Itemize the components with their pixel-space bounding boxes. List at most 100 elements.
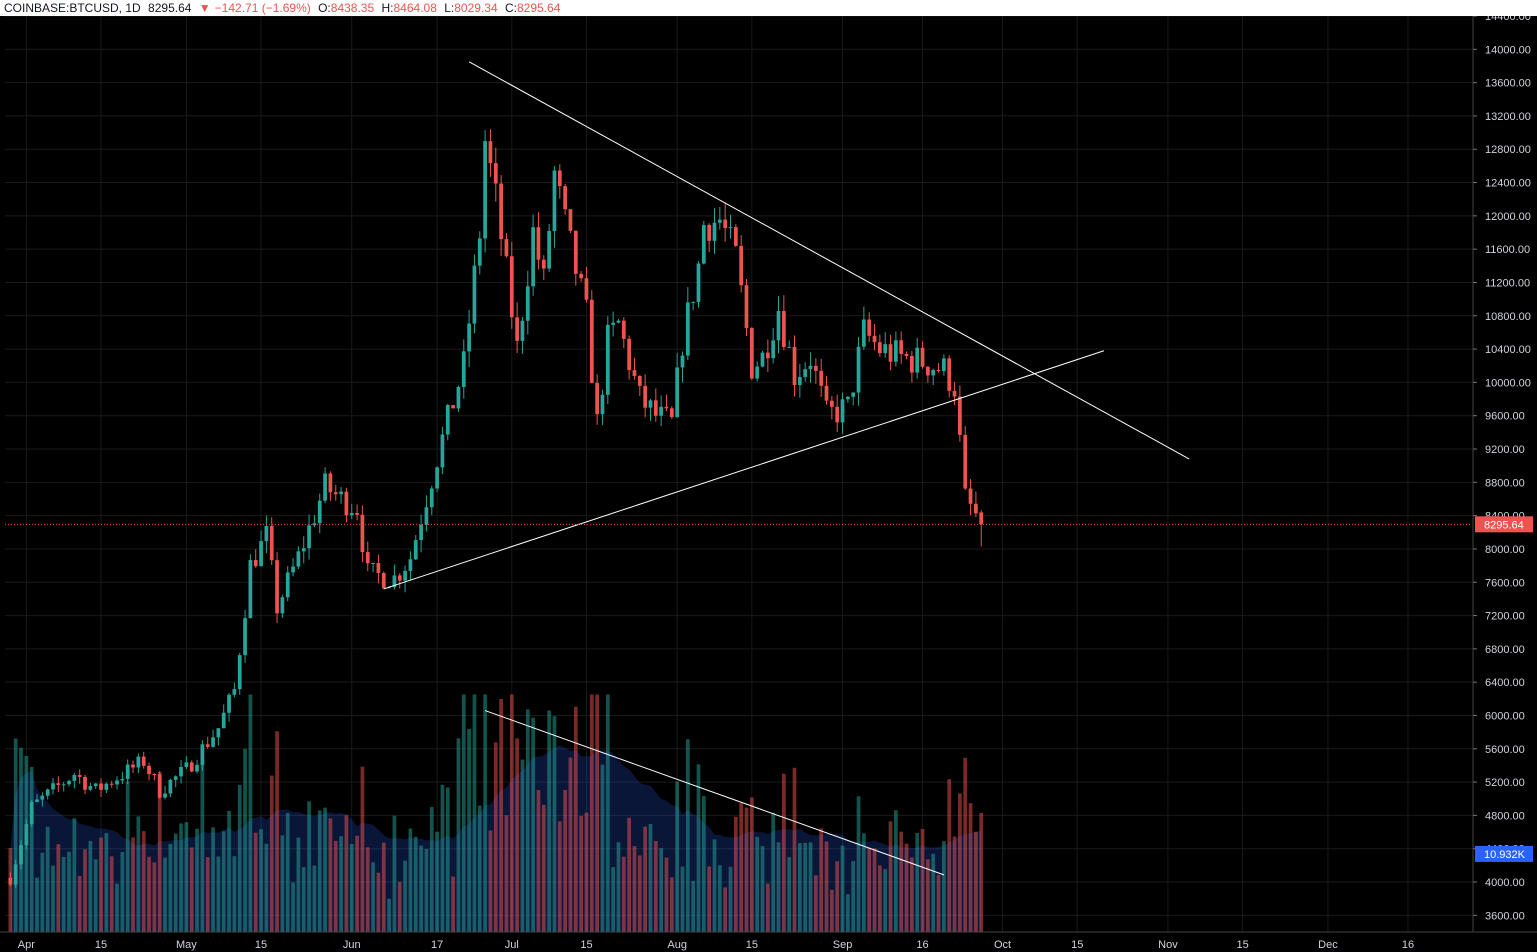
- candle-body: [856, 346, 861, 393]
- candle: [200, 740, 205, 771]
- candle: [883, 332, 888, 358]
- candle-body: [211, 737, 215, 747]
- candle: [168, 778, 173, 798]
- trendlines[interactable]: [383, 61, 1190, 876]
- volume-bar: [632, 846, 637, 932]
- candle-body: [88, 786, 93, 790]
- open-value: 8438.35: [330, 1, 375, 15]
- volume-bar: [552, 716, 557, 932]
- volume-bar: [835, 861, 840, 932]
- candle-body: [525, 286, 530, 321]
- candle-body: [371, 563, 375, 565]
- candle: [61, 781, 66, 792]
- candle: [24, 819, 29, 850]
- candle: [131, 760, 135, 774]
- volume-bar: [696, 764, 701, 932]
- volume-bar: [547, 710, 551, 932]
- candle: [877, 334, 882, 357]
- candle: [904, 351, 909, 360]
- trendline: [484, 710, 945, 876]
- candle-body: [749, 328, 754, 379]
- candle: [509, 241, 514, 329]
- candle: [435, 466, 439, 493]
- candle-body: [424, 507, 429, 525]
- candle: [115, 776, 119, 790]
- candle-body: [589, 299, 594, 383]
- candle: [77, 769, 82, 784]
- candle: [744, 279, 749, 336]
- candle-body: [968, 488, 973, 504]
- high-label: H:: [381, 1, 394, 15]
- candle: [952, 381, 957, 406]
- candle-body: [910, 356, 914, 373]
- candle-body: [653, 400, 658, 416]
- candle-body: [888, 344, 893, 362]
- price-axis[interactable]: 3600.004000.004400.004800.005200.005600.…: [1472, 16, 1533, 932]
- volume-bar: [942, 841, 946, 932]
- candle: [88, 782, 93, 792]
- candle: [371, 562, 375, 573]
- volume-bar: [19, 747, 23, 932]
- candle: [104, 782, 109, 794]
- candle-body: [707, 224, 712, 241]
- candle-body: [520, 320, 525, 341]
- candle: [696, 261, 701, 308]
- candle-body: [499, 183, 503, 240]
- volume-bar: [813, 875, 818, 932]
- candle: [547, 223, 551, 272]
- symbol-name[interactable]: COINBASE:BTCUSD, 1D: [4, 1, 141, 15]
- volume-bar: [349, 844, 354, 932]
- candle-body: [264, 526, 269, 542]
- volume-bar: [755, 836, 760, 932]
- candle: [845, 396, 850, 403]
- price-change: −142.71 (−1.69%): [214, 1, 311, 15]
- candle: [136, 753, 141, 774]
- volume-bar: [648, 824, 653, 932]
- candle: [99, 778, 103, 797]
- candle: [824, 375, 829, 405]
- volume-bar: [296, 837, 301, 932]
- volume-bar: [819, 828, 824, 932]
- candle: [253, 549, 258, 568]
- candle-body: [504, 239, 509, 257]
- candle: [397, 573, 402, 589]
- volume-bar: [589, 694, 594, 932]
- volume-bar: [910, 857, 914, 932]
- candle-body: [600, 394, 605, 415]
- candle: [813, 358, 818, 384]
- candle-body: [168, 779, 173, 794]
- volume-bar: [440, 784, 445, 932]
- candle-body: [872, 335, 877, 343]
- candle: [280, 594, 285, 618]
- time-axis[interactable]: Apr 15 May 15 Jun 17 Jul 15 Aug 15 Sep 16 Oct 15 Nov 15…: [0, 931, 1537, 951]
- candle-body: [35, 799, 39, 802]
- volume-bar: [733, 816, 738, 932]
- candle-body: [152, 774, 157, 776]
- candle-body: [115, 780, 119, 785]
- candle: [616, 319, 621, 324]
- price-chart[interactable]: 3600.004000.004400.004800.005200.005600.…: [0, 16, 1537, 952]
- candle: [163, 785, 167, 800]
- volume-bar: [67, 851, 71, 932]
- candle-body: [680, 355, 685, 368]
- candle: [195, 759, 199, 774]
- volume-bar: [728, 866, 733, 932]
- candle-body: [344, 491, 349, 516]
- candles: [8, 129, 984, 889]
- volume-bar: [488, 830, 493, 932]
- volume-bar: [451, 876, 455, 932]
- candle: [504, 233, 509, 258]
- candle: [760, 350, 765, 368]
- candle-body: [824, 385, 829, 401]
- candle-body: [851, 392, 856, 397]
- candle: [739, 235, 744, 293]
- volume-bar: [531, 717, 535, 932]
- volume-bar: [541, 804, 546, 932]
- candle-body: [920, 347, 925, 367]
- candle-body: [717, 219, 722, 223]
- volume-bar: [803, 842, 808, 932]
- volume-bar: [51, 865, 55, 932]
- candle-body: [760, 352, 765, 367]
- volume-bar: [637, 855, 642, 932]
- candle-body: [173, 776, 178, 780]
